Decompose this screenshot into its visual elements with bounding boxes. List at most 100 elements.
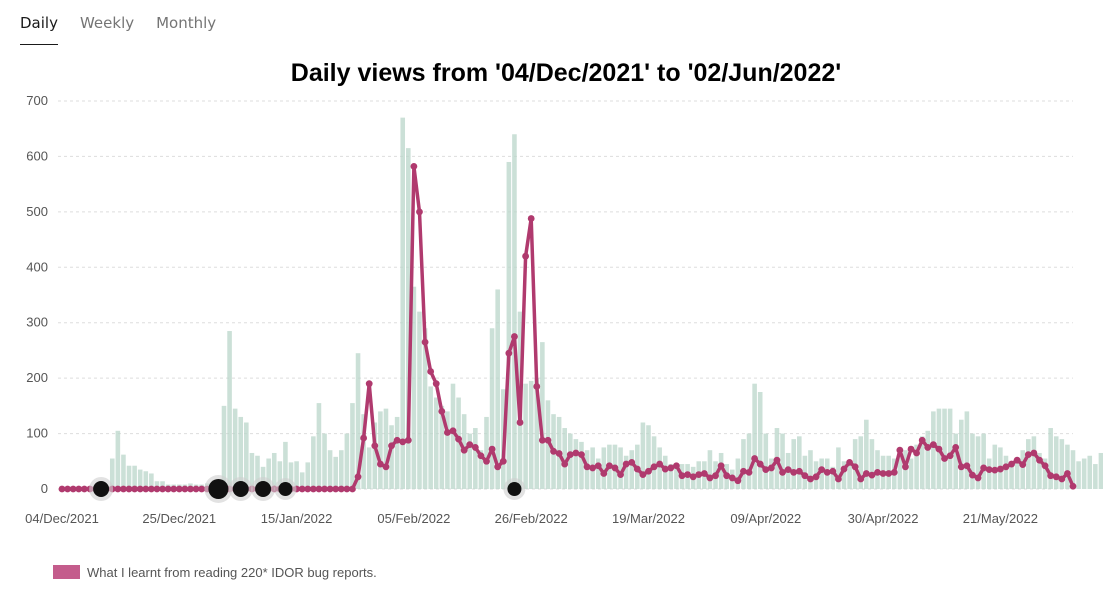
legend-swatch[interactable] xyxy=(53,565,80,579)
line-point xyxy=(717,462,725,470)
bar xyxy=(495,289,500,489)
chart-title: Daily views from '04/Dec/2021' to '02/Ju… xyxy=(291,59,841,87)
bar xyxy=(489,328,495,489)
bar xyxy=(366,447,372,489)
bar xyxy=(255,455,260,489)
bar xyxy=(623,455,629,489)
line-point xyxy=(628,458,636,466)
bar xyxy=(646,425,651,489)
line-point xyxy=(885,470,893,477)
bar xyxy=(126,465,132,489)
bar xyxy=(406,148,411,489)
bar xyxy=(618,447,623,489)
line-point xyxy=(69,485,77,493)
line-point xyxy=(935,445,943,453)
line-point xyxy=(444,429,451,436)
line-point xyxy=(533,383,541,390)
line-point xyxy=(622,460,630,468)
bar xyxy=(149,473,154,489)
bar xyxy=(1081,458,1087,489)
bar xyxy=(836,447,841,489)
line-point xyxy=(147,485,155,493)
bar xyxy=(288,462,294,489)
bar xyxy=(540,342,545,489)
line-point xyxy=(1036,456,1043,464)
bar xyxy=(238,416,244,489)
line-point xyxy=(349,485,356,493)
bar xyxy=(484,416,489,489)
bar xyxy=(299,472,305,489)
line-point xyxy=(974,474,982,482)
line-point xyxy=(605,462,613,470)
line-point xyxy=(449,427,457,435)
bar xyxy=(763,433,769,489)
line-point xyxy=(862,470,870,477)
bar xyxy=(864,419,869,489)
line-point xyxy=(572,449,580,457)
x-tick-label: 26/Feb/2022 xyxy=(495,511,568,526)
line-point xyxy=(980,464,988,472)
line-point xyxy=(929,441,937,449)
line-point xyxy=(566,451,574,459)
bar xyxy=(378,411,383,489)
x-tick-label: 05/Feb/2022 xyxy=(377,511,450,526)
line-point xyxy=(309,485,317,493)
bar xyxy=(132,465,137,489)
legend[interactable]: What I learnt from reading 220* IDOR bug… xyxy=(53,565,377,580)
bar xyxy=(668,464,674,489)
bar xyxy=(523,383,528,489)
line-point xyxy=(700,470,708,477)
bar xyxy=(808,450,813,489)
line-point xyxy=(578,451,585,459)
event-marker xyxy=(208,479,229,499)
bar xyxy=(400,117,406,489)
line-point xyxy=(650,463,658,471)
line-point xyxy=(136,485,144,493)
line-point xyxy=(1019,461,1027,469)
line-point xyxy=(779,468,786,476)
bar xyxy=(1070,450,1076,489)
legend-label[interactable]: What I learnt from reading 220* IDOR bug… xyxy=(87,565,377,580)
line-point xyxy=(388,442,395,450)
bar xyxy=(975,436,981,489)
bar xyxy=(394,416,400,489)
line-point xyxy=(639,471,647,478)
bar xyxy=(579,441,584,489)
line-point xyxy=(918,436,926,444)
bar xyxy=(283,441,288,489)
event-marker xyxy=(507,482,522,496)
bar xyxy=(545,400,551,489)
bar xyxy=(780,433,785,489)
line-point xyxy=(1064,470,1071,477)
line-point xyxy=(756,460,764,468)
bar xyxy=(1059,439,1065,489)
tab-weekly[interactable]: Weekly xyxy=(79,14,135,32)
bar xyxy=(1093,464,1098,489)
line-point xyxy=(795,467,803,475)
x-tick-label: 21/May/2022 xyxy=(963,511,1038,526)
line-point xyxy=(125,485,133,493)
line-point xyxy=(399,438,407,446)
bar xyxy=(1087,455,1093,489)
line-point xyxy=(337,485,345,493)
line-point xyxy=(354,473,362,481)
bar xyxy=(115,430,121,489)
tab-daily[interactable]: Daily xyxy=(20,0,58,45)
bar xyxy=(925,430,931,489)
line-point xyxy=(846,458,853,466)
event-markers xyxy=(89,475,526,503)
line-point xyxy=(555,450,563,457)
line-point xyxy=(946,452,954,460)
line-point xyxy=(740,467,747,475)
line-point xyxy=(416,208,423,216)
line-point xyxy=(538,436,546,444)
line-point xyxy=(120,485,127,493)
line-point xyxy=(499,457,507,465)
line-point xyxy=(1002,463,1010,471)
bar xyxy=(244,422,249,489)
line-point xyxy=(600,470,608,477)
bar xyxy=(1065,444,1070,489)
bar xyxy=(456,397,461,489)
bar xyxy=(1042,458,1048,489)
tab-monthly[interactable]: Monthly xyxy=(156,14,217,32)
